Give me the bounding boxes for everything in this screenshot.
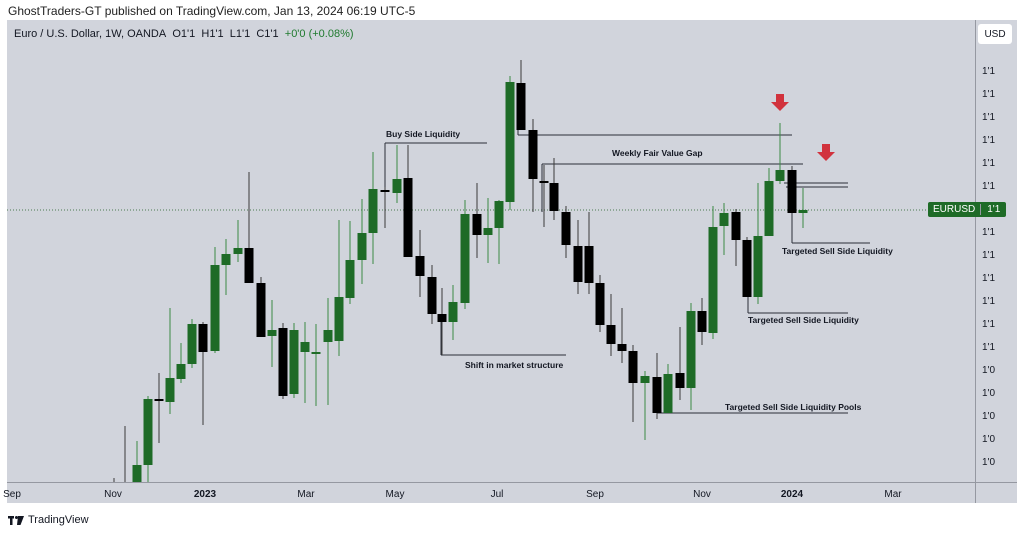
current-price-badge: EURUSD 1'1 — [928, 202, 1007, 217]
time-tick-label: Jul — [490, 489, 504, 500]
time-axis-line — [7, 482, 1017, 483]
annotation-label: Targeted Sell Side Liquidity — [782, 246, 893, 256]
legend-high: H1'1 — [201, 28, 224, 40]
annotation-label: Shift in market structure — [465, 360, 564, 370]
badge-price: 1'1 — [980, 204, 1006, 215]
time-tick-label: 2023 — [193, 489, 217, 500]
legend-symbol: Euro / U.S. Dollar, 1W, OANDA — [14, 28, 167, 40]
time-tick-label: Sep — [3, 489, 21, 500]
legend-open: O1'1 — [172, 28, 196, 40]
legend-change: +0'0 (+0.08%) — [284, 28, 354, 40]
down-arrow-icon — [771, 94, 789, 111]
price-tick-label: 1'1 — [982, 89, 996, 100]
annotation-label: Targeted Sell Side Liquidity Pools — [725, 402, 862, 412]
annotation-label: Buy Side Liquidity — [386, 129, 461, 139]
symbol-legend: Euro / U.S. Dollar, 1W, OANDA O1'1 H1'1 … — [14, 28, 354, 40]
legend-close: C1'1 — [256, 28, 279, 40]
price-tick-label: 1'1 — [982, 342, 996, 353]
badge-symbol: EURUSD — [933, 204, 976, 215]
price-tick-label: 1'1 — [982, 181, 996, 192]
price-tick-label: 1'1 — [982, 227, 996, 238]
candlestick-chart[interactable] — [7, 20, 975, 482]
publisher-line: GhostTraders-GT published on TradingView… — [8, 4, 416, 18]
price-tick-label: 1'1 — [982, 250, 996, 261]
time-tick-label: Mar — [297, 489, 315, 500]
time-tick-label: 2024 — [780, 489, 804, 500]
time-tick-label: Mar — [884, 489, 902, 500]
tradingview-logo[interactable]: TradingView — [8, 514, 89, 526]
legend-low: L1'1 — [229, 28, 251, 40]
price-tick-label: 1'1 — [982, 135, 996, 146]
price-tick-label: 1'0 — [982, 434, 996, 445]
annotation-label: Targeted Sell Side Liquidity — [748, 315, 859, 325]
price-tick-label: 1'1 — [982, 319, 996, 330]
time-tick-label: Nov — [693, 489, 711, 500]
price-tick-label: 1'0 — [982, 457, 996, 468]
currency-button[interactable]: USD — [978, 24, 1012, 44]
annotation-label: Weekly Fair Value Gap — [612, 148, 703, 158]
price-tick-label: 1'1 — [982, 66, 996, 77]
time-tick-label: Sep — [586, 489, 604, 500]
price-tick-label: 1'0 — [982, 388, 996, 399]
price-tick-label: 1'1 — [982, 112, 996, 123]
price-tick-label: 1'1 — [982, 158, 996, 169]
time-tick-label: May — [385, 489, 405, 500]
time-tick-label: Nov — [104, 489, 122, 500]
price-tick-label: 1'1 — [982, 296, 996, 307]
price-tick-label: 1'0 — [982, 365, 996, 376]
price-axis-line — [975, 20, 976, 503]
price-tick-label: 1'0 — [982, 411, 996, 422]
price-tick-label: 1'1 — [982, 273, 996, 284]
brand-name: TradingView — [28, 514, 89, 526]
down-arrow-icon — [817, 144, 835, 161]
tradingview-logo-icon — [8, 515, 24, 525]
